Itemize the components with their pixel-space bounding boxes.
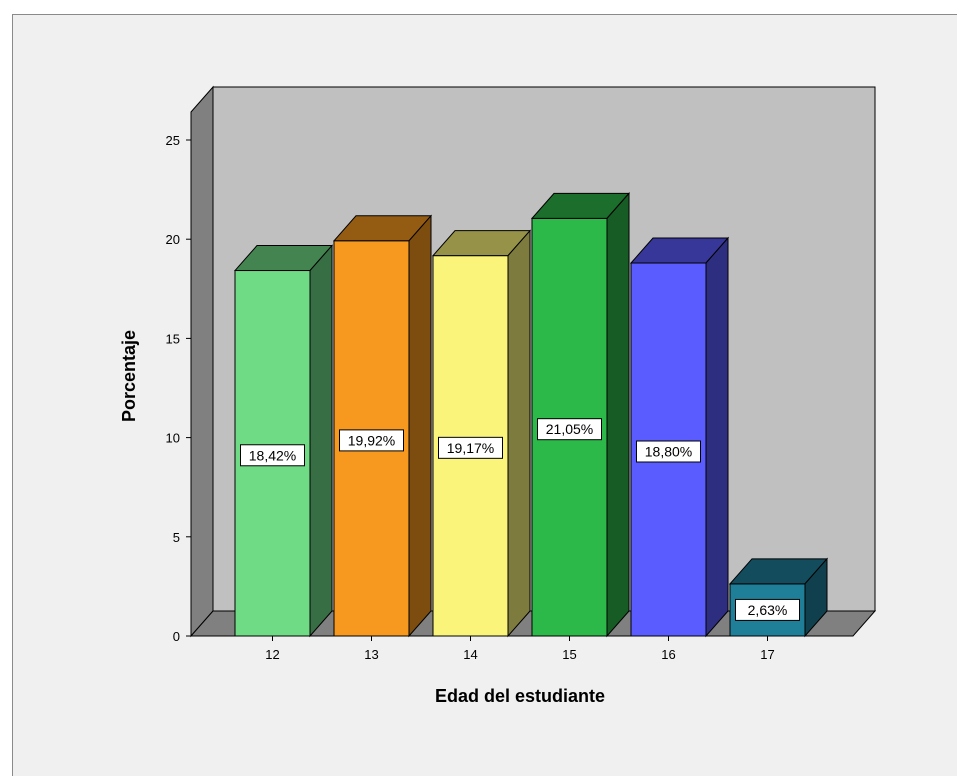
bar-side <box>309 244 333 638</box>
y-axis-title: Porcentaje <box>119 330 139 422</box>
chart-frame: 0 5 10 15 20 25 18,42% 19,92% 19,17% 21,05% 18,80… <box>12 14 957 776</box>
bar-12: 18,42% <box>233 244 334 638</box>
x-tick-label: 16 <box>661 647 675 662</box>
data-label: 18,42% <box>249 447 296 463</box>
data-label-box <box>438 436 503 459</box>
bars: 18,42% 19,92% 19,17% 21,05% 18,80% 2,63% <box>233 192 829 638</box>
y-tick-label: 20 <box>166 232 180 247</box>
x-axis-ticks: 12 13 14 15 16 17 <box>265 636 775 662</box>
chart-side-wall <box>190 85 214 638</box>
bar-13: 19,92% <box>332 214 433 638</box>
y-axis-ticks: 0 5 10 15 20 25 <box>166 133 191 644</box>
bar-side <box>408 214 432 638</box>
data-label-box <box>339 429 404 452</box>
bar-14: 19,17% <box>431 229 532 638</box>
x-tick-label: 14 <box>463 647 477 662</box>
y-tick-label: 15 <box>166 331 180 346</box>
bar-16: 18,80% <box>629 236 730 638</box>
data-label-box <box>240 444 305 467</box>
bar-17: 2,63% <box>728 557 829 638</box>
data-label-box <box>735 598 800 621</box>
data-label: 19,92% <box>348 432 395 448</box>
x-axis-title: Edad del estudiante <box>435 686 605 706</box>
data-label: 21,05% <box>546 421 593 437</box>
data-label-box <box>636 440 701 463</box>
bar-side <box>804 557 828 638</box>
x-tick-label: 13 <box>364 647 378 662</box>
x-tick-label: 12 <box>265 647 279 662</box>
data-label: 19,17% <box>447 440 494 456</box>
y-tick-label: 10 <box>166 431 180 446</box>
y-tick-label: 25 <box>166 133 180 148</box>
bar-chart: 0 5 10 15 20 25 18,42% 19,92% 19,17% 21,05% 18,80… <box>119 85 877 706</box>
data-label-box <box>537 418 602 441</box>
x-tick-label: 17 <box>760 647 774 662</box>
bar-15: 21,05% <box>530 192 631 638</box>
data-label: 18,80% <box>645 444 692 460</box>
data-label: 2,63% <box>748 602 788 618</box>
bar-side <box>507 229 531 638</box>
bar-side <box>705 236 729 638</box>
x-tick-label: 15 <box>562 647 576 662</box>
bar-side <box>606 192 630 638</box>
y-tick-label: 5 <box>173 530 180 545</box>
y-tick-label: 0 <box>173 629 180 644</box>
